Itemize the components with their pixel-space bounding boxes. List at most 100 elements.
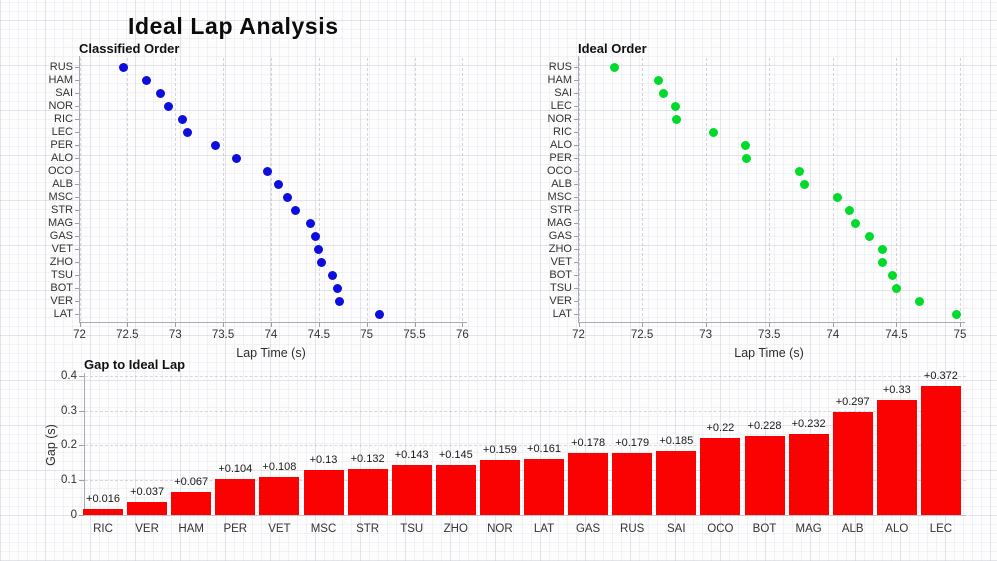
ideal-gridline-73 bbox=[705, 58, 707, 321]
ideal-ytick-mark-VER bbox=[574, 301, 578, 302]
ideal-gridline-73.5 bbox=[769, 58, 771, 321]
gap-bar-value-ALO: +0.33 bbox=[882, 384, 911, 397]
gap-bar-LAT bbox=[524, 458, 564, 515]
gap-bar-value-MAG: +0.232 bbox=[791, 418, 826, 431]
classified-dot-GAS bbox=[311, 231, 321, 241]
ideal-ytick-mark-RUS bbox=[574, 67, 578, 68]
ideal-dot-GAS bbox=[865, 231, 875, 241]
ideal-xtick-mark-75 bbox=[960, 322, 961, 327]
ideal-yaxis-spine bbox=[578, 56, 579, 322]
classified-ylabel-ALB: ALB bbox=[52, 178, 73, 190]
gap-bar-PER bbox=[215, 478, 256, 515]
classified-xtick-mark-73 bbox=[175, 322, 177, 327]
gap-bar-value-ALB: +0.297 bbox=[835, 395, 870, 408]
gap-bar-MSC bbox=[303, 469, 344, 515]
gap-baseline bbox=[84, 515, 966, 516]
classified-ylabel-ALO: ALO bbox=[50, 152, 73, 164]
classified-dot-LEC bbox=[183, 127, 193, 137]
gap-bar-VET bbox=[259, 477, 300, 515]
classified-ytick-mark-TSU bbox=[75, 275, 79, 276]
gap-bar-category-OCO: OCO bbox=[707, 523, 734, 535]
ideal-ytick-mark-GAS bbox=[574, 236, 578, 237]
classified-xtick-label-72.5: 72.5 bbox=[116, 329, 139, 341]
ideal-dot-SAI bbox=[659, 88, 669, 98]
classified-ytick-mark-ALO bbox=[75, 158, 79, 159]
ideal-dot-LEC bbox=[670, 101, 680, 111]
gap-bar-value-MSC: +0.13 bbox=[309, 453, 338, 466]
classified-gridline-73.5 bbox=[223, 58, 225, 321]
classified-xaxis-label: Lap Time (s) bbox=[236, 346, 306, 360]
classified-dot-HAM bbox=[142, 75, 151, 85]
gap-bar-category-VET: VET bbox=[268, 523, 291, 535]
classified-ylabel-LAT: LAT bbox=[53, 308, 73, 320]
classified-gridline-73 bbox=[175, 58, 177, 321]
ideal-ylabel-LEC: LEC bbox=[550, 100, 572, 112]
ideal-ytick-mark-ALO bbox=[574, 145, 578, 146]
ideal-dot-ZHO bbox=[877, 244, 887, 254]
classified-dot-VER bbox=[335, 296, 345, 306]
classified-xtick-mark-72.5 bbox=[127, 322, 129, 327]
ideal-dot-ALO bbox=[740, 140, 750, 150]
gap-bar-category-MSC: MSC bbox=[310, 523, 337, 535]
classified-xtick-label-72: 72 bbox=[73, 329, 86, 341]
gap-bar-VER bbox=[127, 502, 168, 515]
ideal-xtick-mark-74.5 bbox=[896, 322, 898, 327]
gap-bar-value-SAI: +0.185 bbox=[659, 434, 694, 447]
classified-ylabel-PER: PER bbox=[50, 139, 73, 151]
ideal-xtick-label-73.5: 73.5 bbox=[758, 329, 781, 341]
classified-ytick-mark-OCO bbox=[75, 171, 79, 172]
ideal-ylabel-RIC: RIC bbox=[553, 126, 572, 138]
gap-bar-category-STR: STR bbox=[356, 523, 380, 535]
classified-gridline-76 bbox=[462, 58, 464, 321]
gap-ytick-label-0: 0 bbox=[70, 509, 77, 521]
classified-gridline-75.5 bbox=[414, 58, 416, 321]
gap-bar-OCO bbox=[700, 438, 741, 515]
ideal-ylabel-SAI: SAI bbox=[554, 87, 572, 99]
classified-xtick-mark-74.5 bbox=[318, 322, 320, 327]
gap-bar-BOT bbox=[744, 435, 785, 515]
classified-xtick-mark-73.5 bbox=[223, 322, 225, 327]
classified-dot-MSC bbox=[282, 192, 292, 202]
classified-ytick-mark-HAM bbox=[75, 80, 79, 81]
gap-bar-GAS bbox=[568, 453, 609, 515]
ideal-ylabel-NOR: NOR bbox=[547, 113, 572, 125]
classified-ytick-mark-RUS bbox=[75, 67, 79, 68]
classified-ytick-mark-ALB bbox=[75, 184, 79, 185]
classified-xtick-mark-75 bbox=[366, 322, 368, 327]
ideal-ytick-mark-HAM bbox=[574, 80, 578, 81]
gap-bar-category-NOR: NOR bbox=[487, 523, 513, 535]
gap-bar-value-HAM: +0.067 bbox=[174, 475, 209, 488]
ideal-ytick-mark-RIC bbox=[574, 132, 578, 133]
classified-xtick-label-73: 73 bbox=[168, 329, 182, 341]
classified-ylabel-LEC: LEC bbox=[51, 126, 73, 138]
ideal-ytick-mark-LEC bbox=[574, 106, 578, 107]
gap-bar-value-TSU: +0.143 bbox=[394, 449, 429, 462]
gap-bar-category-ZHO: ZHO bbox=[443, 523, 468, 535]
classified-gridline-75 bbox=[366, 58, 368, 321]
ideal-ylabel-ZHO: ZHO bbox=[548, 243, 572, 255]
gap-ytick-mark-0.2 bbox=[79, 445, 84, 447]
classified-ytick-mark-BOT bbox=[75, 288, 79, 289]
classified-xtick-label-76: 76 bbox=[455, 329, 469, 341]
ideal-dot-TSU bbox=[891, 283, 901, 293]
ideal-xtick-mark-72.5 bbox=[642, 322, 644, 327]
classified-ytick-mark-VER bbox=[75, 301, 79, 302]
gap-ytick-mark-0.3 bbox=[79, 410, 84, 412]
gap-bar-category-RUS: RUS bbox=[620, 523, 645, 535]
ideal-dot-STR bbox=[844, 205, 854, 215]
classified-ytick-mark-MSC bbox=[75, 197, 79, 198]
gap-bar-value-VET: +0.108 bbox=[262, 461, 297, 474]
ideal-xtick-label-74.5: 74.5 bbox=[885, 329, 908, 341]
gap-bar-category-ALO: ALO bbox=[885, 523, 909, 535]
classified-ylabel-RIC: RIC bbox=[54, 113, 73, 125]
ideal-ylabel-STR: STR bbox=[550, 204, 572, 216]
gap-bar-value-RUS: +0.179 bbox=[615, 436, 650, 449]
classified-ylabel-HAM: HAM bbox=[48, 74, 73, 86]
classified-ylabel-STR: STR bbox=[51, 204, 73, 216]
ideal-ytick-mark-ZHO bbox=[574, 249, 578, 250]
gap-bar-MAG bbox=[788, 434, 829, 515]
ideal-xtick-mark-73 bbox=[705, 322, 707, 327]
classified-dot-BOT bbox=[333, 283, 343, 293]
gap-bar-ZHO bbox=[435, 464, 476, 515]
gap-bar-category-LEC: LEC bbox=[929, 523, 953, 535]
